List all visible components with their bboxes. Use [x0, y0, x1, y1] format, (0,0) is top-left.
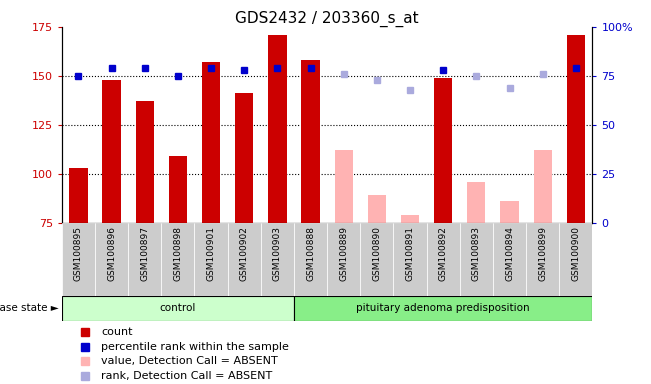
Text: count: count — [101, 327, 132, 337]
Text: percentile rank within the sample: percentile rank within the sample — [101, 341, 289, 351]
Bar — [161, 223, 195, 296]
Bar — [526, 223, 559, 296]
Bar — [235, 93, 253, 223]
Text: control: control — [159, 303, 196, 313]
Text: value, Detection Call = ABSENT: value, Detection Call = ABSENT — [101, 356, 278, 366]
Text: GSM100899: GSM100899 — [538, 227, 547, 281]
Bar — [360, 223, 393, 296]
Bar — [95, 223, 128, 296]
Bar — [393, 223, 426, 296]
Bar — [401, 215, 419, 223]
Bar — [501, 201, 519, 223]
Text: GSM100892: GSM100892 — [439, 227, 448, 281]
Bar — [294, 223, 327, 296]
Bar — [493, 223, 526, 296]
Text: GSM100889: GSM100889 — [339, 227, 348, 281]
Bar — [169, 156, 187, 223]
Text: GSM100888: GSM100888 — [306, 227, 315, 281]
Text: GSM100890: GSM100890 — [372, 227, 381, 281]
Bar — [368, 195, 386, 223]
Bar — [268, 35, 286, 223]
Bar — [261, 223, 294, 296]
Text: pituitary adenoma predisposition: pituitary adenoma predisposition — [356, 303, 530, 313]
Bar — [202, 62, 220, 223]
Bar — [559, 223, 592, 296]
Text: GSM100895: GSM100895 — [74, 227, 83, 281]
Text: GSM100894: GSM100894 — [505, 227, 514, 281]
Bar — [301, 60, 320, 223]
Bar — [135, 101, 154, 223]
Text: disease state ►: disease state ► — [0, 303, 59, 313]
Bar — [128, 223, 161, 296]
Text: GSM100896: GSM100896 — [107, 227, 116, 281]
Bar — [335, 150, 353, 223]
Text: GSM100901: GSM100901 — [206, 227, 215, 281]
Bar — [460, 223, 493, 296]
Text: GSM100891: GSM100891 — [406, 227, 415, 281]
Bar — [62, 296, 294, 321]
Text: rank, Detection Call = ABSENT: rank, Detection Call = ABSENT — [101, 371, 272, 381]
Bar — [69, 168, 87, 223]
Bar — [195, 223, 228, 296]
Text: GSM100898: GSM100898 — [173, 227, 182, 281]
Bar — [327, 223, 360, 296]
Text: GSM100897: GSM100897 — [140, 227, 149, 281]
Text: GSM100902: GSM100902 — [240, 227, 249, 281]
Bar — [62, 223, 95, 296]
Text: GSM100900: GSM100900 — [572, 227, 580, 281]
Text: GSM100903: GSM100903 — [273, 227, 282, 281]
Bar — [434, 78, 452, 223]
Text: GSM100893: GSM100893 — [472, 227, 481, 281]
Bar — [567, 35, 585, 223]
Bar — [228, 223, 261, 296]
Bar — [102, 80, 120, 223]
Bar — [294, 296, 592, 321]
Bar — [467, 182, 486, 223]
Bar — [534, 150, 552, 223]
Title: GDS2432 / 203360_s_at: GDS2432 / 203360_s_at — [235, 11, 419, 27]
Bar — [426, 223, 460, 296]
